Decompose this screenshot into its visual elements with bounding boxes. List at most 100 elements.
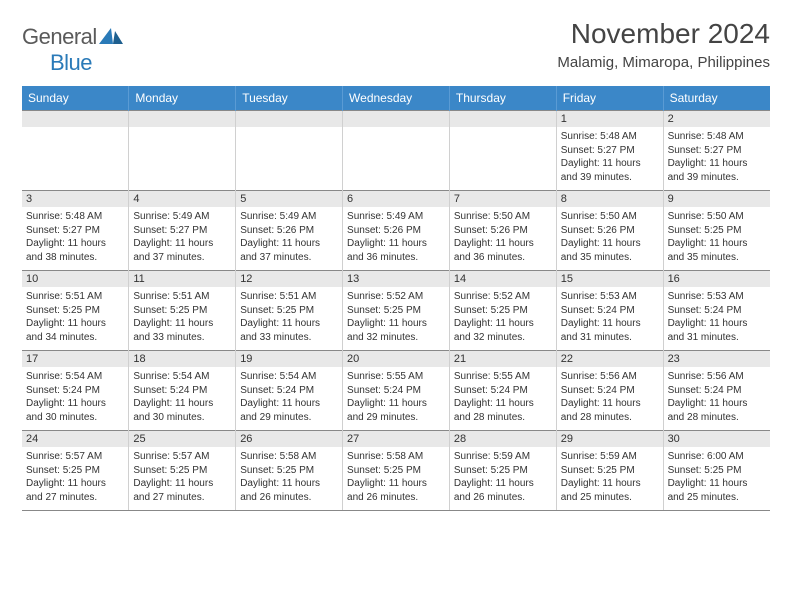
sunset-text: Sunset: 5:25 PM bbox=[133, 304, 231, 318]
sunrise-text: Sunrise: 5:52 AM bbox=[454, 290, 552, 304]
sunset-text: Sunset: 5:25 PM bbox=[668, 464, 766, 478]
day-content-row: Sunrise: 5:48 AMSunset: 5:27 PMDaylight:… bbox=[22, 207, 770, 271]
day-cell: Sunrise: 5:59 AMSunset: 5:25 PMDaylight:… bbox=[556, 447, 663, 511]
sunrise-text: Sunrise: 5:59 AM bbox=[561, 450, 659, 464]
day-number: 5 bbox=[236, 191, 343, 208]
weekday-header: Tuesday bbox=[236, 86, 343, 111]
sunset-text: Sunset: 5:25 PM bbox=[26, 464, 124, 478]
sunset-text: Sunset: 5:24 PM bbox=[26, 384, 124, 398]
sunrise-text: Sunrise: 5:53 AM bbox=[561, 290, 659, 304]
day-number-row: 3456789 bbox=[22, 191, 770, 208]
sunrise-text: Sunrise: 5:51 AM bbox=[26, 290, 124, 304]
sunrise-text: Sunrise: 5:56 AM bbox=[668, 370, 766, 384]
day-cell: Sunrise: 5:54 AMSunset: 5:24 PMDaylight:… bbox=[129, 367, 236, 431]
day-cell: Sunrise: 5:53 AMSunset: 5:24 PMDaylight:… bbox=[663, 287, 770, 351]
sunset-text: Sunset: 5:27 PM bbox=[133, 224, 231, 238]
day-cell: Sunrise: 5:52 AMSunset: 5:25 PMDaylight:… bbox=[449, 287, 556, 351]
day-cell: Sunrise: 5:50 AMSunset: 5:25 PMDaylight:… bbox=[663, 207, 770, 271]
daylight-text: Daylight: 11 hours and 38 minutes. bbox=[26, 237, 124, 264]
day-number: 17 bbox=[22, 351, 129, 368]
day-number: 14 bbox=[449, 271, 556, 288]
calendar-table: Sunday Monday Tuesday Wednesday Thursday… bbox=[22, 86, 770, 511]
day-number: 24 bbox=[22, 431, 129, 448]
daylight-text: Daylight: 11 hours and 26 minutes. bbox=[454, 477, 552, 504]
sunset-text: Sunset: 5:27 PM bbox=[26, 224, 124, 238]
day-number: 6 bbox=[343, 191, 450, 208]
daylight-text: Daylight: 11 hours and 25 minutes. bbox=[561, 477, 659, 504]
logo-triangle-icon bbox=[99, 28, 123, 44]
daylight-text: Daylight: 11 hours and 33 minutes. bbox=[133, 317, 231, 344]
weekday-header-row: Sunday Monday Tuesday Wednesday Thursday… bbox=[22, 86, 770, 111]
day-number: 9 bbox=[663, 191, 770, 208]
header: General Blue November 2024 Malamig, Mima… bbox=[22, 18, 770, 76]
sunrise-text: Sunrise: 6:00 AM bbox=[668, 450, 766, 464]
month-title: November 2024 bbox=[557, 18, 770, 50]
daylight-text: Daylight: 11 hours and 30 minutes. bbox=[26, 397, 124, 424]
sunset-text: Sunset: 5:27 PM bbox=[668, 144, 766, 158]
daylight-text: Daylight: 11 hours and 36 minutes. bbox=[454, 237, 552, 264]
day-cell: Sunrise: 5:55 AMSunset: 5:24 PMDaylight:… bbox=[343, 367, 450, 431]
day-number: 15 bbox=[556, 271, 663, 288]
daylight-text: Daylight: 11 hours and 35 minutes. bbox=[668, 237, 766, 264]
sunrise-text: Sunrise: 5:48 AM bbox=[561, 130, 659, 144]
daylight-text: Daylight: 11 hours and 28 minutes. bbox=[454, 397, 552, 424]
daylight-text: Daylight: 11 hours and 34 minutes. bbox=[26, 317, 124, 344]
sunset-text: Sunset: 5:24 PM bbox=[454, 384, 552, 398]
sunrise-text: Sunrise: 5:50 AM bbox=[454, 210, 552, 224]
sunrise-text: Sunrise: 5:57 AM bbox=[26, 450, 124, 464]
day-number: 4 bbox=[129, 191, 236, 208]
day-cell: Sunrise: 5:51 AMSunset: 5:25 PMDaylight:… bbox=[236, 287, 343, 351]
day-number bbox=[22, 111, 129, 128]
logo: General Blue bbox=[22, 18, 123, 76]
daylight-text: Daylight: 11 hours and 25 minutes. bbox=[668, 477, 766, 504]
day-cell bbox=[129, 127, 236, 191]
day-number-row: 10111213141516 bbox=[22, 271, 770, 288]
sunrise-text: Sunrise: 5:54 AM bbox=[240, 370, 338, 384]
sunset-text: Sunset: 5:24 PM bbox=[133, 384, 231, 398]
day-number bbox=[449, 111, 556, 128]
day-cell: Sunrise: 5:48 AMSunset: 5:27 PMDaylight:… bbox=[663, 127, 770, 191]
day-number: 20 bbox=[343, 351, 450, 368]
day-cell: Sunrise: 5:52 AMSunset: 5:25 PMDaylight:… bbox=[343, 287, 450, 351]
day-cell: Sunrise: 5:54 AMSunset: 5:24 PMDaylight:… bbox=[22, 367, 129, 431]
day-cell: Sunrise: 5:57 AMSunset: 5:25 PMDaylight:… bbox=[22, 447, 129, 511]
day-cell bbox=[236, 127, 343, 191]
weekday-header: Monday bbox=[129, 86, 236, 111]
weekday-header: Friday bbox=[556, 86, 663, 111]
daylight-text: Daylight: 11 hours and 31 minutes. bbox=[668, 317, 766, 344]
calendar-body: 12Sunrise: 5:48 AMSunset: 5:27 PMDayligh… bbox=[22, 111, 770, 511]
day-number: 11 bbox=[129, 271, 236, 288]
day-number bbox=[236, 111, 343, 128]
calendar-page: General Blue November 2024 Malamig, Mima… bbox=[0, 0, 792, 511]
day-number: 16 bbox=[663, 271, 770, 288]
sunset-text: Sunset: 5:24 PM bbox=[347, 384, 445, 398]
daylight-text: Daylight: 11 hours and 32 minutes. bbox=[347, 317, 445, 344]
sunset-text: Sunset: 5:26 PM bbox=[454, 224, 552, 238]
sunrise-text: Sunrise: 5:59 AM bbox=[454, 450, 552, 464]
sunrise-text: Sunrise: 5:50 AM bbox=[668, 210, 766, 224]
sunrise-text: Sunrise: 5:51 AM bbox=[240, 290, 338, 304]
sunset-text: Sunset: 5:27 PM bbox=[561, 144, 659, 158]
day-number: 22 bbox=[556, 351, 663, 368]
day-cell: Sunrise: 5:58 AMSunset: 5:25 PMDaylight:… bbox=[343, 447, 450, 511]
sunset-text: Sunset: 5:25 PM bbox=[26, 304, 124, 318]
sunset-text: Sunset: 5:26 PM bbox=[347, 224, 445, 238]
daylight-text: Daylight: 11 hours and 35 minutes. bbox=[561, 237, 659, 264]
sunset-text: Sunset: 5:25 PM bbox=[347, 464, 445, 478]
sunset-text: Sunset: 5:24 PM bbox=[668, 304, 766, 318]
sunset-text: Sunset: 5:25 PM bbox=[454, 304, 552, 318]
day-cell bbox=[343, 127, 450, 191]
daylight-text: Daylight: 11 hours and 29 minutes. bbox=[240, 397, 338, 424]
sunrise-text: Sunrise: 5:49 AM bbox=[133, 210, 231, 224]
sunset-text: Sunset: 5:25 PM bbox=[347, 304, 445, 318]
day-cell: Sunrise: 5:51 AMSunset: 5:25 PMDaylight:… bbox=[22, 287, 129, 351]
day-cell: Sunrise: 5:57 AMSunset: 5:25 PMDaylight:… bbox=[129, 447, 236, 511]
title-block: November 2024 Malamig, Mimaropa, Philipp… bbox=[557, 18, 770, 71]
sunrise-text: Sunrise: 5:49 AM bbox=[240, 210, 338, 224]
sunset-text: Sunset: 5:25 PM bbox=[668, 224, 766, 238]
day-content-row: Sunrise: 5:57 AMSunset: 5:25 PMDaylight:… bbox=[22, 447, 770, 511]
logo-word: General Blue bbox=[22, 24, 123, 76]
daylight-text: Daylight: 11 hours and 31 minutes. bbox=[561, 317, 659, 344]
day-cell: Sunrise: 5:56 AMSunset: 5:24 PMDaylight:… bbox=[556, 367, 663, 431]
sunset-text: Sunset: 5:25 PM bbox=[133, 464, 231, 478]
